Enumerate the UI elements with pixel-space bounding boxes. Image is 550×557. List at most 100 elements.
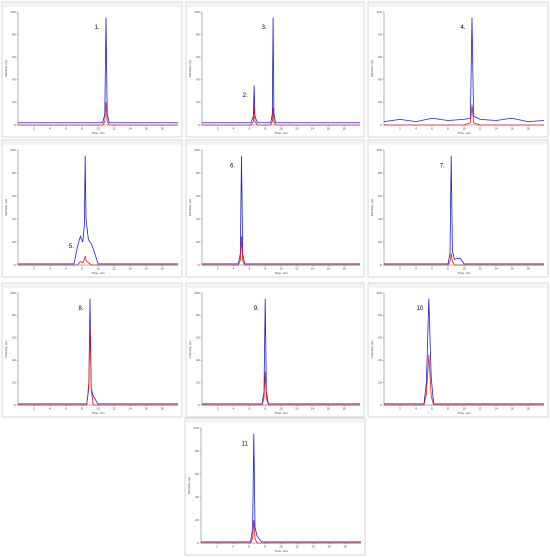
trace [384,354,544,406]
x-tick-label: 6 [431,266,433,270]
x-tick-label: 12 [295,126,299,130]
x-tick-label: 18 [526,406,530,410]
panel-header [187,141,363,145]
compound-number: 1. [94,25,99,31]
y-tick-label: 60 [196,55,200,59]
y-tick-label: 0 [14,123,16,127]
trace [202,17,360,124]
y-tick-label: 60 [195,472,199,476]
x-tick-label: 4 [233,126,235,130]
x-tick-label: 4 [233,406,235,410]
panel-frame [1,1,183,138]
compound-number: 4. [460,25,465,31]
x-tick-label: 16 [327,266,331,270]
panel-frame [367,282,549,418]
x-tick-label: 4 [49,266,51,270]
x-tick-label: 14 [494,266,498,270]
y-tick-label: 60 [12,194,16,198]
y-tick-label: 40 [12,78,16,82]
y-tick-label: 0 [197,541,199,545]
x-tick-label: 14 [494,406,498,410]
chromatogram-panel: 2 4 6 8 10 12 14 16 18 0 20 40 60 80 100 Time, min Inten… [367,139,549,278]
y-tick-label: 60 [196,336,200,340]
y-tick-label: 20 [378,380,382,384]
trace [201,519,361,544]
y-tick-label: 100 [194,148,199,152]
y-tick-label: 20 [196,100,200,104]
x-tick-label: 4 [415,406,417,410]
x-tick-label: 8 [447,406,449,410]
x-tick-label: 18 [343,266,347,270]
y-tick-label: 100 [10,148,15,152]
x-tick-label: 2 [217,126,219,130]
y-tick-label: 80 [12,313,16,317]
y-axis-label: Intensity, cps [370,198,374,216]
panel-header [187,284,363,288]
y-tick-label: 60 [378,194,382,198]
chromatogram-panel: 2 4 6 8 10 12 14 16 18 0 20 40 60 80 100 Time, min Inten… [184,417,366,556]
x-tick-label: 8 [264,266,266,270]
x-tick-label: 16 [144,406,148,410]
trace [202,371,360,406]
x-tick-label: 18 [526,266,530,270]
y-tick-label: 40 [378,217,382,221]
compound-number: 6. [230,163,235,169]
x-tick-label: 4 [232,544,234,548]
x-tick-label: 6 [248,544,250,548]
y-tick-label: 0 [14,403,16,407]
x-tick-label: 16 [510,126,514,130]
x-tick-label: 2 [399,126,401,130]
y-axis-label: Intensity, cps [4,198,8,216]
y-tick-label: 40 [12,217,16,221]
y-tick-label: 100 [376,291,381,295]
y-tick-label: 0 [198,263,200,267]
x-tick-label: 8 [447,266,449,270]
compound-number: 11 [242,441,249,447]
panel-frame [367,1,549,138]
x-tick-label: 14 [128,126,132,130]
y-axis-label: Intensity, cps [4,59,8,77]
y-tick-label: 100 [376,148,381,152]
panel-header [187,3,363,7]
x-tick-label: 12 [295,544,299,548]
y-axis-label: Intensity, cps [188,59,192,77]
y-tick-label: 60 [12,55,16,59]
y-tick-label: 40 [195,495,199,499]
y-tick-label: 40 [378,358,382,362]
x-tick-label: 10 [462,406,466,410]
y-tick-label: 20 [12,380,16,384]
x-tick-label: 2 [33,406,35,410]
x-tick-label: 6 [249,266,251,270]
x-tick-label: 8 [264,544,266,548]
x-tick-label: 6 [65,266,67,270]
x-tick-label: 14 [311,126,315,130]
x-tick-label: 18 [160,126,164,130]
y-tick-label: 100 [376,10,381,14]
x-tick-label: 18 [526,126,530,130]
x-tick-label: 16 [327,406,331,410]
x-tick-label: 8 [264,126,266,130]
x-tick-label: 10 [279,266,283,270]
chromatogram-panel: 2 4 6 8 10 12 14 16 18 0 20 40 60 80 100 Time, min Inten… [1,282,183,418]
x-tick-label: 10 [96,266,100,270]
compound-number: 2. [243,93,248,99]
y-tick-label: 0 [380,263,382,267]
y-tick-label: 100 [193,426,198,430]
x-tick-label: 6 [431,126,433,130]
x-tick-label: 16 [144,266,148,270]
x-tick-label: 8 [81,406,83,410]
panel-header [369,284,547,288]
y-tick-label: 20 [196,380,200,384]
trace [202,104,360,126]
x-tick-label: 8 [81,266,83,270]
trace [18,255,178,266]
y-axis-label: Intensity, cps [187,476,191,494]
y-tick-label: 80 [195,449,199,453]
panel-header [3,3,181,7]
y-tick-label: 20 [195,518,199,522]
y-tick-label: 0 [14,263,16,267]
y-tick-label: 100 [10,10,15,14]
x-axis-label: Time, min [91,271,104,275]
x-tick-label: 2 [217,406,219,410]
y-tick-label: 20 [378,100,382,104]
